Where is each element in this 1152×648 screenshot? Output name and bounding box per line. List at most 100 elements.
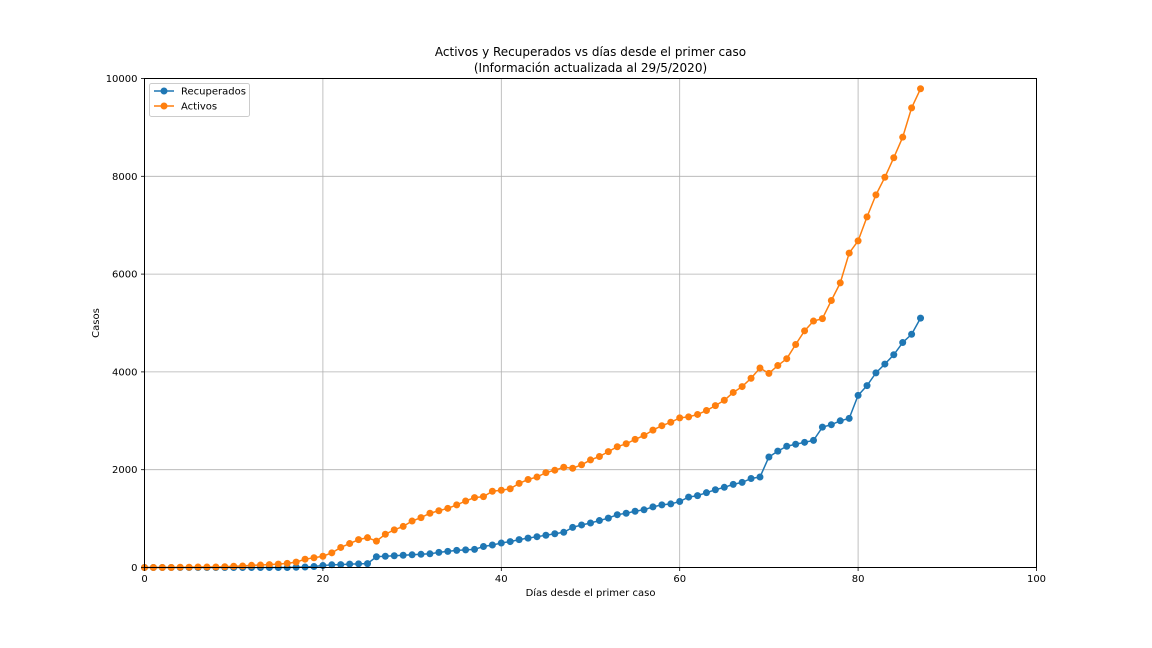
data-point-recuperados-61 (685, 493, 693, 501)
data-point-activos-63 (702, 407, 710, 415)
data-point-recuperados-22 (337, 561, 345, 569)
data-point-activos-79 (845, 249, 853, 257)
data-point-recuperados-85 (899, 339, 907, 347)
x-tick-label-80: 80 (852, 574, 865, 585)
data-point-activos-23 (346, 540, 354, 548)
data-point-recuperados-58 (658, 501, 666, 509)
data-point-recuperados-42 (515, 536, 523, 544)
data-point-activos-49 (578, 461, 586, 469)
data-point-activos-22 (337, 543, 345, 551)
legend-marker-recuperados (160, 87, 168, 95)
data-point-activos-21 (328, 549, 336, 557)
data-point-recuperados-84 (890, 351, 898, 359)
data-point-recuperados-46 (551, 530, 559, 538)
data-point-recuperados-72 (783, 442, 791, 450)
data-point-activos-55 (631, 435, 639, 443)
data-point-recuperados-26 (372, 553, 380, 561)
data-point-activos-13 (256, 561, 264, 569)
legend-box (149, 83, 250, 117)
grid (144, 78, 1037, 568)
data-point-activos-60 (676, 414, 684, 422)
data-point-activos-11 (239, 562, 247, 570)
data-point-activos-65 (720, 396, 728, 404)
data-point-recuperados-25 (364, 560, 371, 568)
data-point-activos-44 (533, 473, 541, 481)
data-point-recuperados-64 (711, 486, 719, 494)
data-point-activos-61 (685, 413, 693, 421)
data-point-recuperados-34 (444, 547, 452, 555)
data-point-recuperados-45 (542, 531, 550, 539)
data-point-recuperados-80 (854, 391, 862, 399)
data-point-activos-40 (497, 486, 505, 494)
data-point-recuperados-28 (390, 552, 398, 560)
data-point-recuperados-19 (310, 563, 318, 571)
data-point-recuperados-51 (595, 517, 603, 525)
data-point-activos-35 (453, 501, 461, 509)
data-point-recuperados-31 (417, 550, 425, 558)
data-point-activos-62 (694, 410, 702, 418)
data-point-activos-31 (417, 514, 425, 522)
data-point-recuperados-82 (872, 369, 880, 377)
data-point-activos-9 (221, 563, 229, 571)
data-point-activos-51 (595, 453, 603, 460)
data-point-activos-29 (399, 522, 407, 530)
data-point-recuperados-73 (792, 440, 800, 448)
data-point-recuperados-30 (408, 551, 416, 559)
data-point-activos-28 (390, 526, 398, 534)
data-point-recuperados-44 (533, 533, 541, 541)
data-point-activos-34 (444, 504, 452, 512)
data-point-activos-74 (801, 327, 809, 335)
data-point-activos-24 (355, 536, 363, 544)
data-point-recuperados-69 (756, 473, 764, 481)
data-point-activos-25 (364, 534, 371, 542)
data-point-recuperados-37 (471, 545, 479, 553)
data-point-activos-46 (551, 466, 559, 474)
data-point-recuperados-36 (462, 546, 470, 554)
data-point-activos-64 (711, 402, 719, 410)
data-point-activos-50 (587, 456, 594, 464)
data-point-recuperados-79 (845, 414, 853, 422)
data-point-recuperados-76 (818, 423, 826, 431)
y-tick-label-8000: 8000 (112, 172, 137, 183)
data-point-activos-39 (488, 487, 496, 495)
data-point-recuperados-21 (328, 561, 336, 569)
x-tick-label-40: 40 (495, 574, 508, 585)
chart-title: Activos y Recuperados vs días desde el p… (435, 45, 746, 59)
x-axis-label: Días desde el primer caso (526, 587, 656, 599)
data-point-activos-73 (792, 341, 800, 349)
data-point-recuperados-87 (917, 314, 925, 322)
data-point-recuperados-74 (801, 438, 809, 446)
legend-label-activos: Activos (181, 102, 217, 113)
data-point-activos-32 (426, 509, 434, 517)
plot-frame (144, 78, 1037, 568)
data-point-activos-42 (515, 479, 523, 487)
data-point-activos-33 (435, 507, 443, 515)
data-point-recuperados-48 (569, 523, 577, 531)
data-point-recuperados-63 (702, 489, 710, 497)
data-point-recuperados-50 (587, 519, 594, 527)
data-point-recuperados-83 (881, 360, 889, 368)
data-point-activos-69 (756, 364, 764, 372)
data-point-activos-48 (569, 464, 577, 472)
data-point-recuperados-67 (738, 478, 746, 486)
data-point-recuperados-29 (399, 551, 407, 559)
data-point-activos-36 (462, 497, 470, 505)
data-point-recuperados-52 (604, 514, 612, 522)
data-point-activos-70 (765, 369, 773, 377)
data-point-recuperados-71 (774, 447, 782, 455)
chart-subtitle: (Información actualizada al 29/5/2020) (474, 61, 707, 75)
data-point-activos-45 (542, 469, 550, 477)
data-point-activos-16 (283, 559, 291, 567)
data-point-recuperados-81 (863, 382, 871, 390)
data-point-recuperados-43 (524, 534, 532, 542)
data-point-activos-81 (863, 213, 871, 221)
data-point-activos-72 (783, 355, 791, 363)
x-tick-label-60: 60 (673, 574, 686, 585)
data-point-activos-56 (640, 431, 648, 439)
data-point-activos-85 (899, 133, 907, 141)
data-point-activos-75 (810, 317, 817, 325)
data-point-activos-38 (479, 493, 487, 501)
data-point-activos-30 (408, 517, 416, 525)
data-point-activos-86 (908, 104, 916, 112)
data-point-activos-20 (319, 552, 327, 560)
